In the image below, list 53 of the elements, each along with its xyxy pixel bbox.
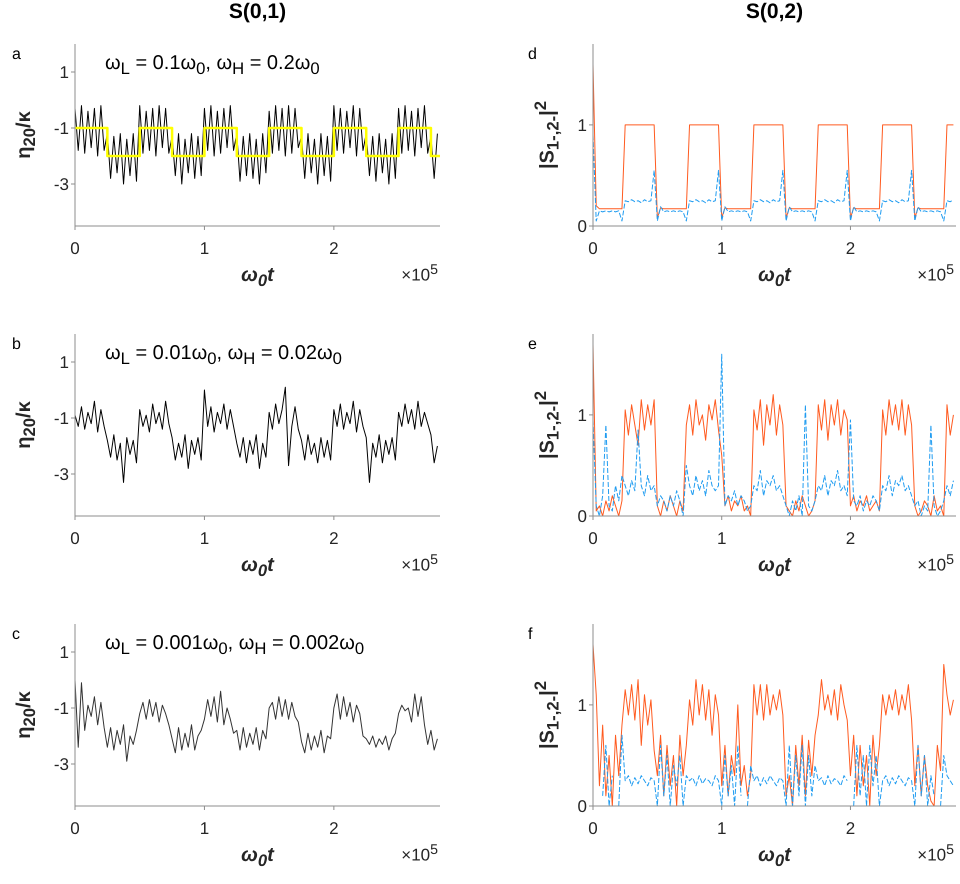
x-axis-title: ω$_{0}$t [240,264,276,291]
x-tick-label: 1 [716,529,726,548]
y-tick-label: -1 [54,119,69,138]
x-axis-title: ω$_{0}$t [757,264,792,291]
text: ×10$^{5}$ [401,842,438,866]
y-tick-label: 1 [60,63,69,82]
text: f [528,626,532,644]
x-tick-label: 2 [329,239,339,258]
x-axis-title: ω$_{0}$t [240,554,276,581]
y-tick-label: 1 [578,696,587,715]
y-tick-label: -3 [54,465,69,484]
line-series [75,680,438,762]
x-tick-label: 1 [716,819,726,838]
x-tick-label: 2 [846,529,856,548]
x-tick-label: 1 [200,529,210,548]
x-axis-title: ω$_{0}$t [757,844,792,871]
y-tick-label: 0 [578,507,587,526]
text: a [12,46,21,64]
chart-title: S(0,1) [228,0,288,24]
y-tick-label: -1 [54,699,69,718]
y-tick-label: -3 [54,755,69,774]
chart-title: S(0,2) [744,0,804,24]
x-tick-label: 1 [200,819,210,838]
x-tick-label: 1 [200,239,210,258]
x-tick-label: 1 [716,239,726,258]
text: ×10$^{5}$ [401,552,438,576]
text: ×10$^{5}$ [917,842,954,866]
line-series [75,386,438,483]
y-tick-label: 1 [60,353,69,372]
y-tick-label: -3 [54,175,69,194]
annotation: ω$_{L}$ = 0.1ω$_{0}$, ω$_{H}$ = 0.2ω$_{0}$ [105,52,320,79]
x-axis-title: ω$_{0}$t [757,554,792,581]
x-tick-label: 2 [329,819,339,838]
text: b [12,336,21,354]
line-series [75,105,438,184]
x-tick-label: 2 [846,819,856,838]
y-tick-label: 1 [578,406,587,425]
annotation: ω$_{L}$ = 0.01ω$_{0}$, ω$_{H}$ = 0.02ω$_{0}$ [105,342,342,369]
text: d [528,46,537,64]
x-tick-label: 2 [846,239,856,258]
y-tick-label: -1 [54,409,69,428]
text: e [528,336,537,354]
y-tick-label: 1 [578,116,587,135]
y-tick-label: 1 [60,643,69,662]
text: ×10$^{5}$ [401,262,438,286]
x-tick-label: 2 [329,529,339,548]
annotation: ω$_{L}$ = 0.001ω$_{0}$, ω$_{H}$ = 0.002ω$_{0}$ [105,632,364,659]
y-tick-label: 0 [578,217,587,236]
text: c [12,626,20,644]
text: ×10$^{5}$ [917,262,954,286]
x-axis-title: ω$_{0}$t [240,844,276,871]
y-tick-label: 0 [578,797,587,816]
text: ×10$^{5}$ [917,552,954,576]
